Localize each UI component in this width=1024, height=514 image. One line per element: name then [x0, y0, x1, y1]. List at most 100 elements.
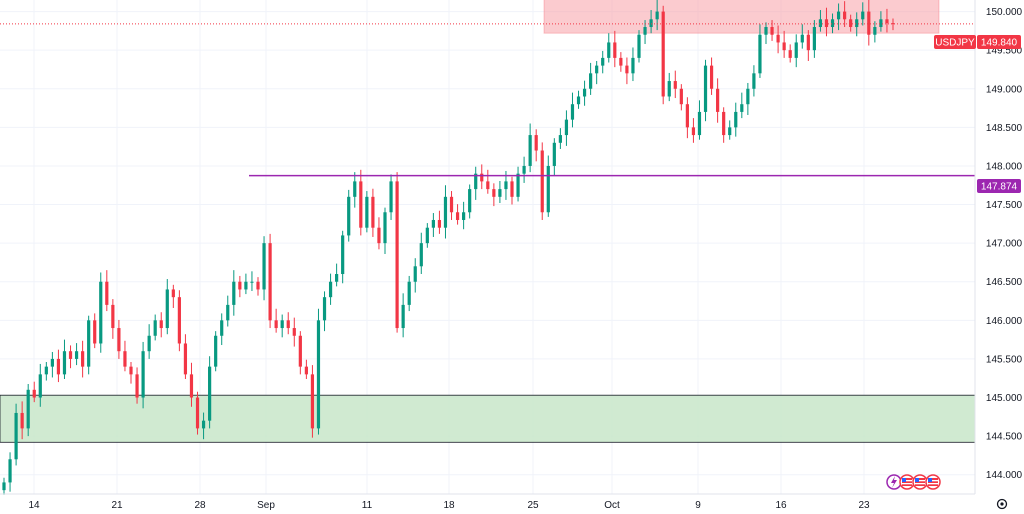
candle-body	[20, 412, 24, 429]
candle-body	[619, 57, 623, 66]
candle-body	[637, 34, 641, 58]
x-tick-label: 14	[28, 500, 40, 511]
candle-body	[788, 50, 792, 58]
candle-body	[93, 320, 97, 344]
zones	[0, 0, 976, 443]
candle-body	[589, 73, 593, 89]
candle-body	[601, 57, 605, 66]
symbol-badge: USDJPY	[934, 35, 976, 49]
y-tick-label: 149.500	[986, 46, 1023, 57]
candle-body	[383, 212, 387, 244]
y-tick-label: 149.000	[986, 84, 1023, 95]
candle-body	[62, 351, 67, 375]
time-axis[interactable]: 14 21 28 Sep 11 18 25 Oct 9 16 23	[28, 500, 870, 511]
candle-body	[449, 196, 454, 213]
candle-body	[849, 19, 853, 28]
last-price-badge-bg	[977, 35, 1021, 49]
candle-body	[425, 227, 429, 244]
candle-body	[286, 320, 290, 329]
candle-body	[220, 320, 224, 336]
candle-body	[298, 335, 302, 367]
candle-body	[752, 73, 756, 89]
candle-body	[268, 243, 272, 321]
us-flag-icon[interactable]	[925, 474, 941, 490]
candle-body	[546, 165, 550, 213]
candle-body	[480, 173, 484, 182]
candle-body	[111, 304, 115, 329]
candle-body	[359, 181, 363, 228]
candle-body	[437, 219, 442, 228]
candle-body	[189, 374, 194, 398]
candle-body	[516, 173, 520, 197]
resistance-badge-text: 147.874	[981, 182, 1018, 193]
y-tick-label: 144.500	[986, 432, 1023, 443]
candle-body	[68, 351, 73, 359]
candle-body	[776, 34, 780, 43]
candle-body	[474, 173, 478, 190]
supply-zone	[543, 0, 940, 34]
candle-body	[74, 351, 79, 359]
candle-body	[365, 196, 369, 228]
candle-body	[280, 320, 284, 329]
candle-body	[655, 11, 659, 20]
candle-body	[353, 181, 357, 197]
us-flag-icon[interactable]	[899, 474, 915, 490]
x-tick-label: 18	[443, 500, 455, 511]
candle-body	[504, 181, 508, 190]
candle-body	[462, 212, 466, 220]
x-tick-label: 9	[695, 500, 701, 511]
candle-body	[722, 111, 726, 136]
candle-body	[129, 366, 133, 375]
candle-body	[371, 196, 375, 228]
candle-body	[99, 281, 103, 344]
lightning-icon[interactable]	[886, 474, 902, 490]
candle-body	[891, 23, 895, 25]
candle-body	[522, 165, 526, 174]
candle-body	[528, 135, 532, 166]
candle-body	[238, 281, 242, 290]
candle-body	[468, 189, 472, 213]
candle-body	[413, 266, 417, 282]
symbol-badge-bg	[934, 35, 976, 49]
candle-body	[607, 42, 611, 58]
candle-body	[232, 281, 236, 305]
candle-body	[165, 289, 169, 329]
demand-zone	[0, 394, 976, 443]
candle-body	[818, 19, 823, 28]
y-tick-label: 147.000	[986, 239, 1023, 250]
candle-body	[885, 19, 889, 24]
candle-body	[625, 65, 629, 74]
candle-body	[256, 281, 260, 290]
candle-body	[740, 104, 744, 112]
candle-body	[292, 328, 296, 336]
candle-body	[643, 27, 647, 35]
candle-body	[806, 34, 810, 51]
candle-body	[195, 397, 200, 429]
candle-body	[703, 65, 708, 112]
candle-body	[81, 351, 85, 367]
x-tick-label: 11	[362, 500, 373, 511]
candle-body	[534, 135, 538, 151]
candle-body	[407, 281, 411, 305]
candle-body	[56, 358, 61, 375]
price-axis[interactable]: 144.000 144.500 145.000 145.500 146.000 146.5…	[986, 7, 1023, 481]
candle-body	[867, 11, 871, 35]
candle-body	[147, 335, 151, 352]
x-tick-label: 23	[858, 500, 870, 511]
candle-body	[8, 459, 12, 483]
candle-body	[824, 19, 829, 28]
x-tick-label: 21	[111, 500, 123, 511]
economic-events[interactable]	[886, 474, 941, 490]
candle-body	[262, 243, 266, 290]
settings-gear-icon[interactable]	[996, 498, 1008, 510]
candle-body	[613, 42, 617, 58]
candle-body	[2, 482, 6, 491]
candle-body	[691, 127, 696, 136]
us-flag-icon[interactable]	[912, 474, 928, 490]
candle-body	[552, 142, 556, 166]
candle-body	[855, 19, 859, 28]
candle-body	[709, 65, 714, 89]
candle-body	[498, 189, 502, 197]
candle-body	[117, 328, 121, 352]
